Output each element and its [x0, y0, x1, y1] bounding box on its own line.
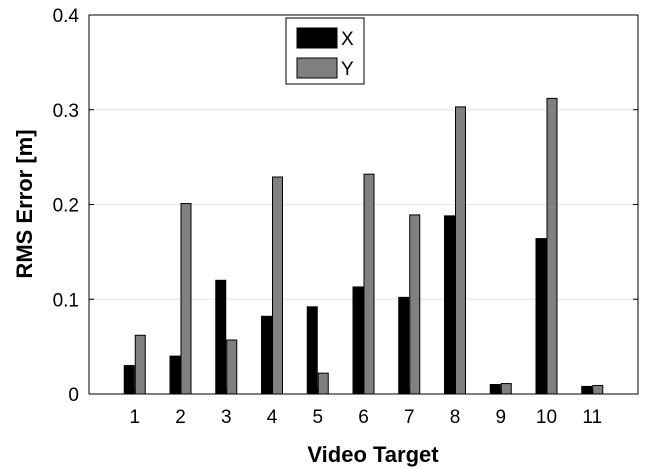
bar-y-4 [272, 176, 283, 395]
legend-swatch-y [296, 57, 338, 79]
bar-x-10 [535, 238, 547, 395]
x-tick-label: 7 [404, 407, 415, 428]
y-tick-label: 0.1 [53, 290, 79, 311]
y-axis-title: RMS Error [m] [12, 129, 37, 278]
bar-y-2 [180, 203, 192, 395]
bar-y-11 [592, 384, 604, 395]
bar-x-1 [123, 365, 135, 395]
y-tick-label: 0 [68, 385, 79, 406]
bar-y-8 [455, 106, 466, 395]
legend-label-y: Y [341, 59, 354, 80]
bars [123, 97, 604, 395]
x-tick-label: 6 [358, 407, 369, 428]
x-ticks: 1 2 3 4 5 6 7 8 9 10 11 [129, 389, 602, 428]
bar-y-7 [409, 214, 421, 395]
legend: X Y [285, 17, 365, 85]
bar-x-3 [215, 279, 227, 395]
bar-y-10 [546, 97, 558, 395]
y-ticks: 0 0.1 0.2 0.3 0.4 [53, 6, 638, 406]
x-tick-label: 1 [129, 407, 140, 428]
bar-y-9 [500, 383, 512, 395]
x-tick-label: 9 [495, 407, 506, 428]
x-tick-label: 5 [312, 407, 323, 428]
x-tick-label: 8 [450, 407, 461, 428]
y-tick-label: 0.2 [53, 196, 79, 217]
x-tick-label: 11 [582, 407, 602, 428]
x-tick-label: 10 [536, 407, 557, 428]
x-tick-label: 4 [267, 407, 278, 428]
bar-y-1 [134, 334, 146, 395]
bar-x-8 [444, 215, 455, 395]
bar-y-5 [317, 372, 329, 395]
bar-x-4 [261, 315, 272, 395]
legend-swatch-x [296, 27, 338, 49]
legend-label-x: X [341, 29, 354, 50]
bar-x-5 [306, 306, 318, 395]
x-axis-title: Video Target [307, 442, 439, 467]
bar-x-7 [398, 296, 410, 395]
y-tick-label: 0.4 [53, 6, 80, 27]
bar-x-2 [169, 355, 181, 395]
bar-y-6 [363, 173, 375, 395]
x-tick-label: 2 [175, 407, 186, 428]
bar-x-6 [352, 286, 364, 395]
bar-y-3 [226, 339, 238, 395]
bar-x-9 [489, 384, 501, 395]
bar-x-11 [581, 385, 593, 395]
y-tick-label: 0.3 [53, 101, 79, 122]
x-tick-label: 3 [221, 407, 232, 428]
